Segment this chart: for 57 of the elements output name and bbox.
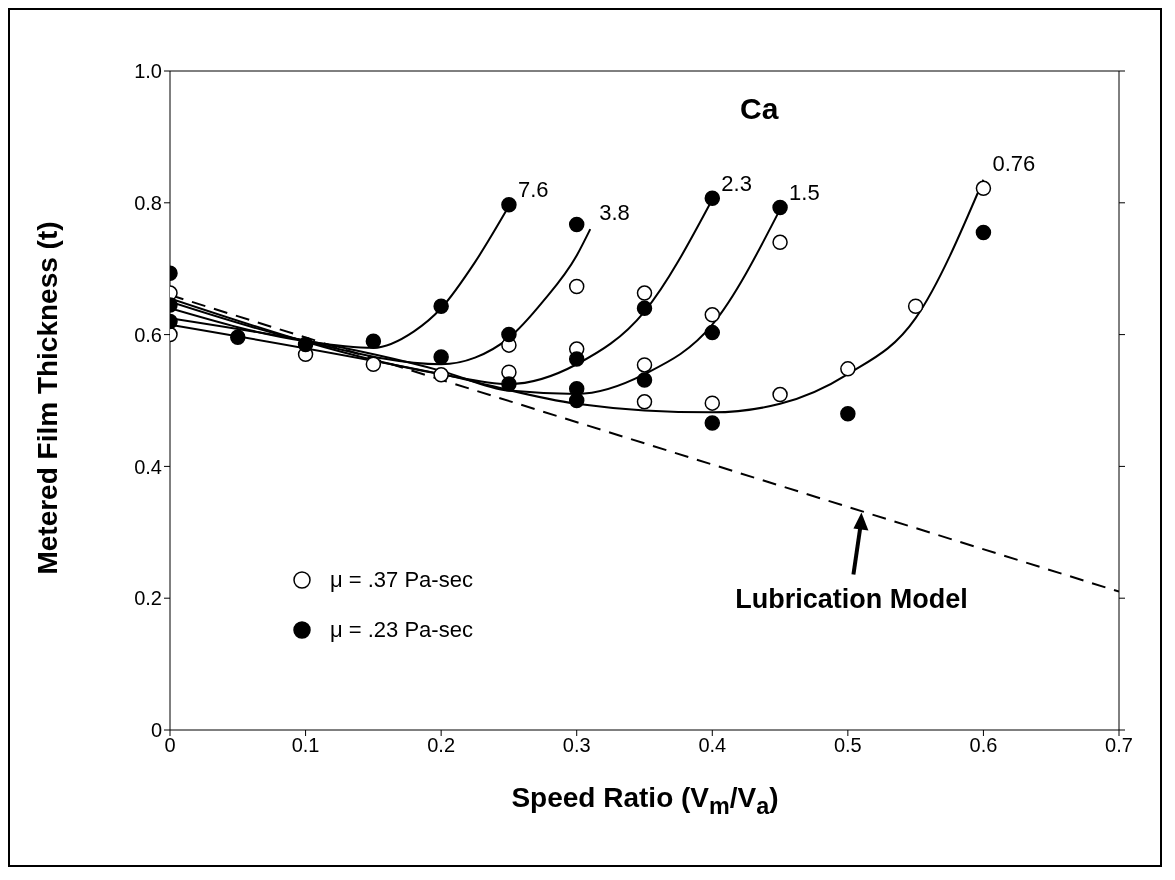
point: [704, 415, 721, 431]
legend-label: μ = .23 Pa-sec: [330, 617, 473, 643]
point: [501, 326, 517, 343]
point: [501, 376, 517, 392]
series-label: 7.6: [517, 177, 549, 203]
point: [704, 307, 721, 323]
point: [636, 300, 653, 316]
point: [568, 216, 585, 233]
x-tick-label: 0.2: [427, 734, 456, 757]
point: [433, 367, 449, 383]
legend-label: μ = .37 Pa-sec: [330, 567, 473, 593]
point: [636, 394, 653, 410]
point: [636, 357, 653, 373]
y-tick-label: 0.4: [134, 455, 162, 478]
x-tick-label: 0.3: [562, 734, 591, 757]
y-tick-label: 0.8: [134, 191, 162, 214]
point: [772, 199, 788, 216]
point: [568, 380, 585, 397]
x-tick-label: 0.1: [291, 734, 320, 757]
point: [365, 333, 382, 349]
point: [772, 234, 788, 251]
point: [297, 336, 314, 353]
y-tick-label: 0.6: [134, 323, 162, 346]
x-tick-label: 0.6: [969, 734, 998, 757]
point: [230, 329, 246, 345]
point: [772, 386, 788, 403]
x-tick-label: 0.4: [698, 734, 727, 757]
point: [840, 405, 856, 422]
y-tick-label: 0.2: [134, 587, 162, 610]
point: [907, 298, 924, 315]
y-tick-label: 1.0: [134, 60, 162, 83]
point: [975, 180, 992, 197]
point: [704, 395, 721, 411]
x-axis-title: Speed Ratio (V$_{m}$/V$_{a}$): [510, 782, 780, 820]
point: [704, 190, 721, 206]
point: [704, 324, 721, 341]
point: [568, 351, 585, 367]
point: [433, 349, 449, 365]
series-label: 1.5: [789, 180, 820, 206]
y-tick-label: 0: [150, 719, 162, 742]
point: [501, 197, 517, 213]
series-label: 0.76: [992, 150, 1036, 176]
annotation: Lubrication Model: [735, 583, 968, 614]
x-tick-label: 0: [164, 734, 176, 757]
series-label: 2.3: [721, 170, 752, 196]
point: [568, 278, 585, 295]
point: [636, 372, 653, 388]
point: [636, 285, 653, 301]
x-tick-label: 0.7: [1105, 734, 1133, 757]
point: [975, 224, 992, 241]
y-axis-title: Metered Film Thickness (t): [32, 220, 64, 577]
point: [840, 361, 856, 377]
x-tick-label: 0.5: [833, 734, 862, 757]
point: [433, 298, 449, 315]
point: [365, 356, 382, 373]
series-label: 3.8: [599, 200, 630, 226]
annotation: Ca: [740, 92, 779, 126]
